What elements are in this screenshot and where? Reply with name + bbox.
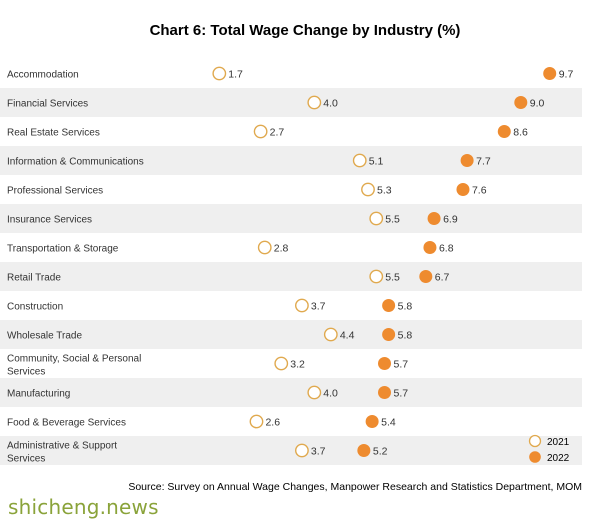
point-2022 [543, 67, 557, 80]
point-2022 [378, 357, 392, 370]
point-2021 [274, 356, 289, 371]
data-label-2021: 5.5 [385, 272, 400, 284]
data-label-2022: 8.6 [513, 127, 528, 139]
data-label-2022: 5.7 [394, 359, 409, 371]
point-2022 [382, 328, 396, 341]
point-2022 [514, 96, 528, 109]
data-label-2021: 5.5 [385, 214, 400, 226]
legend-label-2022: 2022 [547, 453, 570, 464]
data-label-2022: 6.7 [435, 272, 450, 284]
category-label: Administrative & Support [7, 441, 117, 452]
dot-plot: Accommodation 1.7 9.7 Financial Services 4.0… [0, 66, 582, 465]
data-label-2022: 7.7 [476, 156, 491, 168]
data-label-2021: 3.7 [311, 446, 326, 458]
category-label: Financial Services [7, 99, 88, 110]
point-2022 [419, 270, 433, 283]
category-label: Wholesale Trade [7, 331, 82, 342]
data-label-2022: 6.9 [443, 214, 458, 226]
point-2021 [307, 95, 322, 110]
row-band [0, 320, 582, 349]
category-label: Real Estate Services [7, 128, 100, 139]
row-band [0, 88, 582, 117]
legend-marker-2022 [529, 451, 541, 463]
data-label-2022: 5.8 [398, 301, 413, 313]
category-label: Services [7, 367, 45, 378]
data-label-2021: 4.4 [340, 330, 355, 342]
point-2021 [361, 182, 375, 197]
source-note: Source: Survey on Annual Wage Changes, M… [128, 481, 582, 493]
category-label: Construction [7, 302, 63, 313]
data-label-2021: 5.1 [369, 156, 384, 168]
row-band [0, 262, 582, 291]
data-label-2021: 4.0 [323, 98, 338, 110]
data-label-2021: 2.7 [270, 127, 285, 139]
data-label-2022: 5.2 [373, 446, 388, 458]
category-label: Insurance Services [7, 215, 92, 226]
legend-label-2021: 2021 [547, 437, 570, 448]
data-label-2022: 5.8 [398, 330, 413, 342]
row-band [0, 378, 582, 407]
point-2022 [427, 212, 441, 225]
data-label-2021: 4.0 [323, 388, 338, 400]
category-label: Professional Services [7, 186, 103, 197]
point-2021 [307, 385, 322, 400]
point-2021 [323, 327, 338, 342]
chart-title: Chart 6: Total Wage Change by Industry (… [149, 22, 461, 39]
point-2022 [357, 444, 371, 457]
point-2021 [257, 240, 272, 255]
data-label-2021: 5.3 [377, 185, 392, 197]
point-2021 [212, 66, 227, 81]
point-2021 [352, 153, 367, 168]
point-2021 [369, 269, 384, 284]
point-2022 [382, 299, 396, 312]
point-2021 [369, 211, 384, 226]
category-label: Food & Beverage Services [7, 418, 126, 429]
category-label: Manufacturing [7, 389, 70, 400]
point-2022 [365, 415, 379, 428]
row-band [0, 146, 582, 175]
legend-marker-2021 [528, 434, 542, 448]
point-2021 [249, 414, 264, 429]
point-2021 [253, 124, 268, 139]
watermark: shicheng.news [8, 495, 159, 519]
data-label-2021: 3.7 [311, 301, 326, 313]
data-label-2022: 7.6 [472, 185, 487, 197]
point-2022 [378, 386, 392, 399]
data-label-2022: 9.7 [559, 69, 574, 81]
category-label: Services [7, 454, 45, 465]
category-label: Transportation & Storage [7, 244, 119, 255]
category-label: Information & Communications [7, 157, 144, 168]
data-label-2022: 5.4 [381, 417, 396, 429]
point-2022 [423, 241, 437, 254]
category-label: Accommodation [7, 70, 79, 81]
point-2022 [456, 183, 470, 196]
data-label-2021: 3.2 [290, 359, 305, 371]
point-2021 [295, 298, 309, 313]
data-label-2022: 5.7 [394, 388, 409, 400]
category-label: Retail Trade [7, 273, 61, 284]
data-label-2021: 2.8 [274, 243, 289, 255]
row-band [0, 436, 582, 465]
data-label-2022: 6.8 [439, 243, 454, 255]
data-label-2021: 2.6 [265, 417, 280, 429]
row-band [0, 204, 582, 233]
data-label-2021: 1.7 [228, 69, 243, 81]
point-2021 [295, 443, 309, 458]
category-label: Community, Social & Personal [7, 354, 141, 365]
point-2022 [460, 154, 474, 167]
data-label-2022: 9.0 [530, 98, 545, 110]
point-2022 [497, 125, 511, 138]
